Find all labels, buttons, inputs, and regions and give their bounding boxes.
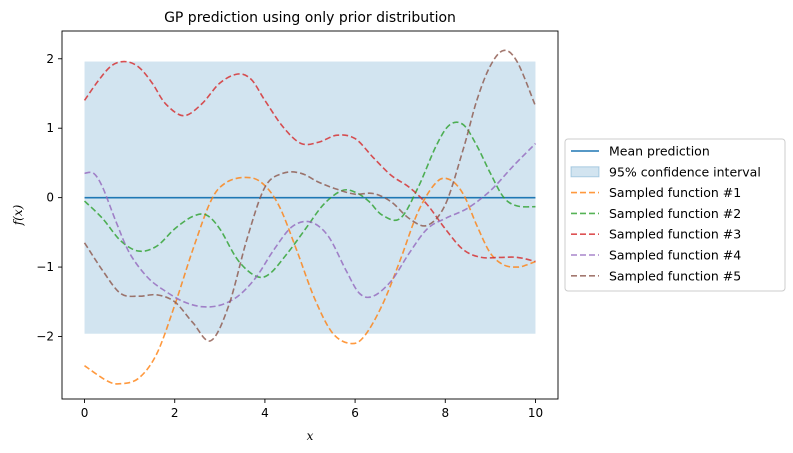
- legend-label-sampled-1: Sampled function #1: [609, 185, 741, 200]
- y-tick-label: −2: [36, 330, 54, 344]
- y-tick-label: 0: [46, 191, 54, 205]
- y-axis-label: f(x): [11, 204, 25, 226]
- x-tick-label: 8: [441, 406, 449, 420]
- legend-swatch: [570, 166, 600, 178]
- x-tick-label: 6: [351, 406, 359, 420]
- legend-label-sampled-4: Sampled function #4: [609, 248, 741, 263]
- sampled-function-4-line: [84, 142, 537, 308]
- y-tick-label: 1: [46, 121, 54, 135]
- x-tick-label: 10: [528, 406, 543, 420]
- chart-title: GP prediction using only prior distribut…: [164, 10, 456, 26]
- legend-label-sampled-5: Sampled function #5: [609, 268, 741, 283]
- legend-box: [564, 138, 786, 292]
- legend: Mean prediction 95% confidence interval Sa…: [564, 138, 786, 292]
- plot-area: [83, 49, 537, 385]
- x-tick-label: 2: [171, 406, 179, 420]
- legend-label-mean: Mean prediction: [609, 144, 710, 159]
- x-axis-label: x: [307, 429, 314, 443]
- sampled-function-5-line: [83, 49, 537, 342]
- x-tick-label: 4: [261, 406, 269, 420]
- y-tick-label: 2: [46, 52, 54, 66]
- y-tick-label: −1: [36, 260, 54, 274]
- x-tick-label: 0: [81, 406, 89, 420]
- legend-label-sampled-2: Sampled function #2: [609, 206, 741, 221]
- legend-label-confidence: 95% confidence interval: [609, 164, 761, 179]
- sampled-function-3-line: [83, 60, 536, 263]
- legend-label-sampled-3: Sampled function #3: [609, 227, 741, 242]
- axes-frame: [61, 30, 559, 400]
- sampled-function-2-line: [83, 121, 536, 279]
- sampled-function-1-line: [84, 176, 536, 385]
- axes: 0 2 4 6 8 10 −2 −1 0 1 2: [36, 30, 559, 420]
